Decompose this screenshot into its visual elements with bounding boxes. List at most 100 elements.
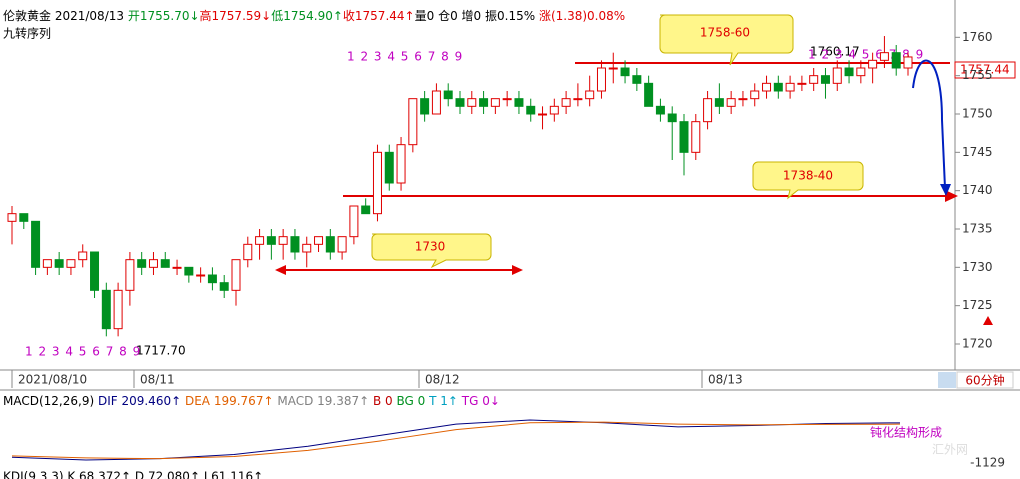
candle-body (207, 274, 217, 284)
watermark: 汇外网 (932, 443, 968, 457)
period: 60分钟 (965, 373, 1004, 388)
candle-body (372, 151, 382, 215)
candle-body (243, 243, 253, 261)
position: 仓0 (438, 9, 458, 23)
candle-body (160, 259, 170, 268)
candle-body (184, 266, 194, 276)
candle-body (290, 236, 300, 253)
date: 2021/08/13 (55, 9, 124, 23)
candle-body (443, 90, 453, 100)
candle-body (549, 105, 559, 115)
callout-text: 1738-40 (783, 169, 833, 183)
volume: 量0 (415, 9, 435, 23)
candle-body (879, 52, 889, 61)
candle-body (832, 67, 842, 84)
trough-label: 1717.70 (136, 344, 186, 358)
candle-body (42, 259, 52, 268)
y-tick-label: 1750 (962, 107, 993, 121)
candle-body (703, 98, 713, 123)
callout-text: 1730 (415, 240, 446, 254)
arrow-head (275, 265, 286, 275)
candle-body (644, 82, 654, 107)
candle-body (844, 67, 854, 77)
macd-header: MACD(12,26,9) DIF 209.460↑ DEA 199.767↑ … (3, 394, 500, 408)
candle-body (78, 251, 88, 261)
candle-body (750, 90, 760, 100)
candle-body (361, 205, 371, 215)
candle-body (773, 82, 783, 92)
candle-body (125, 259, 135, 291)
candle-body (479, 98, 489, 107)
tg: TG 0↓ (461, 394, 500, 408)
candle-body (738, 98, 748, 101)
header: 伦敦黄金 2021/08/13 开1755.70↓高1757.59↓低1754.… (3, 8, 625, 23)
macd-title: MACD(12,26,9) (3, 394, 94, 408)
change: 涨(1.38)0.08% (539, 8, 625, 23)
candle-body (172, 266, 182, 269)
candle-body (302, 243, 312, 253)
candle-body (514, 98, 524, 107)
candle-body (726, 98, 736, 107)
candle-body (101, 289, 111, 330)
bg: BG 0 (397, 394, 426, 408)
callout-text: 1758-60 (700, 26, 750, 40)
candle-body (66, 259, 76, 268)
arrow-head (940, 184, 951, 196)
candle-body (785, 82, 795, 92)
candle-body (255, 236, 265, 245)
candle-body (19, 213, 29, 222)
candle-body (408, 98, 418, 146)
candle-body (573, 98, 583, 101)
candle-body (526, 105, 536, 115)
candle-body (856, 67, 866, 77)
candle-body (137, 259, 147, 268)
candle-body (337, 236, 347, 253)
candle-body (679, 121, 689, 153)
candle-body (903, 56, 913, 69)
candle-body (820, 75, 830, 84)
y-tick-label: 1735 (962, 222, 993, 236)
y-tick-label: 1725 (962, 298, 993, 312)
candle-body (608, 67, 618, 70)
candle-body (384, 151, 394, 184)
scroll (938, 372, 956, 388)
candle-body (396, 144, 406, 184)
candle-body (54, 259, 64, 268)
candle-body (585, 90, 595, 100)
sequence: 1 2 3 4 5 6 7 8 9 (25, 345, 141, 359)
candle-body (490, 98, 500, 107)
candle-body (809, 75, 819, 84)
candle-body (113, 289, 123, 330)
increase: 增0 (462, 9, 482, 23)
arrow-head (945, 190, 958, 202)
kdj: KDJ(9,3,3) K 68.372↑ D 72.080↑ J 61.116↑ (3, 470, 263, 479)
candle-body (455, 98, 465, 107)
callout (371, 233, 492, 269)
candle-body (266, 236, 276, 245)
name: 伦敦黄金 (3, 8, 51, 23)
low: 低1754.90↑ (271, 9, 343, 23)
dif-label: DIF 209.460↑ (98, 394, 181, 408)
indicator: 九转序列 (3, 26, 51, 41)
candle-body (467, 98, 477, 107)
candle-body (196, 274, 206, 277)
x-tick-label: 08/12 (425, 373, 460, 387)
open: 开1755.70↓ (128, 9, 200, 23)
candle-body (219, 282, 229, 291)
candle-body (868, 59, 878, 69)
candle-body (655, 105, 665, 115)
callout (752, 161, 864, 200)
candle-body (90, 251, 100, 291)
candle-body (502, 98, 512, 101)
y-tick-label: 1720 (962, 337, 993, 351)
candle-body (349, 205, 359, 238)
sequence: 1 2 3 4 5 6 7 8 9 (347, 50, 463, 64)
candle-body (420, 98, 430, 115)
arrow-head (512, 265, 523, 275)
callout (659, 14, 794, 66)
price-tag (954, 61, 1016, 79)
b: B 0 (373, 394, 393, 408)
candle-body (891, 52, 901, 69)
